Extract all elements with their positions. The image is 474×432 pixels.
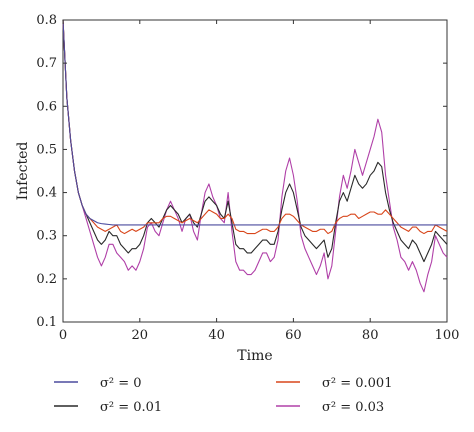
- y-tick-label: 0.3: [36, 229, 57, 244]
- y-axis-label: Infected: [15, 142, 31, 201]
- series-layer: [62, 19, 448, 293]
- series-line-2: [62, 19, 448, 263]
- legend: σ² = 0 σ² = 0.001 σ² = 0.01 σ² = 0.03: [54, 376, 392, 415]
- tick-layer: 0 20 40 60 80 100 0.1 0.2 0.3 0.4 0.5 0.6 0.7 0.8: [36, 13, 459, 343]
- plot-area: [62, 19, 448, 323]
- y-tick-label: 0.5: [36, 142, 57, 157]
- x-tick-label: 100: [435, 328, 460, 343]
- series-line-0: [62, 19, 447, 226]
- y-tick-label: 0.4: [36, 186, 57, 201]
- y-tick-label: 0.7: [36, 56, 57, 71]
- y-tick-label: 0.6: [36, 99, 57, 114]
- series-line-1: [62, 19, 448, 235]
- x-axis-label: Time: [237, 348, 272, 364]
- series-line-3: [62, 19, 448, 293]
- legend-label-3: σ² = 0.03: [322, 400, 384, 415]
- legend-label-1: σ² = 0.001: [322, 376, 392, 391]
- y-tick-label: 0.1: [36, 315, 57, 330]
- x-tick-label: 0: [59, 328, 67, 343]
- x-tick-label: 60: [285, 328, 302, 343]
- y-tick-label: 0.8: [36, 13, 57, 28]
- legend-label-0: σ² = 0: [100, 376, 142, 391]
- x-tick-label: 40: [208, 328, 225, 343]
- x-tick-label: 80: [362, 328, 379, 343]
- x-tick-label: 20: [132, 328, 149, 343]
- legend-label-2: σ² = 0.01: [100, 400, 162, 415]
- y-tick-label: 0.2: [36, 272, 57, 287]
